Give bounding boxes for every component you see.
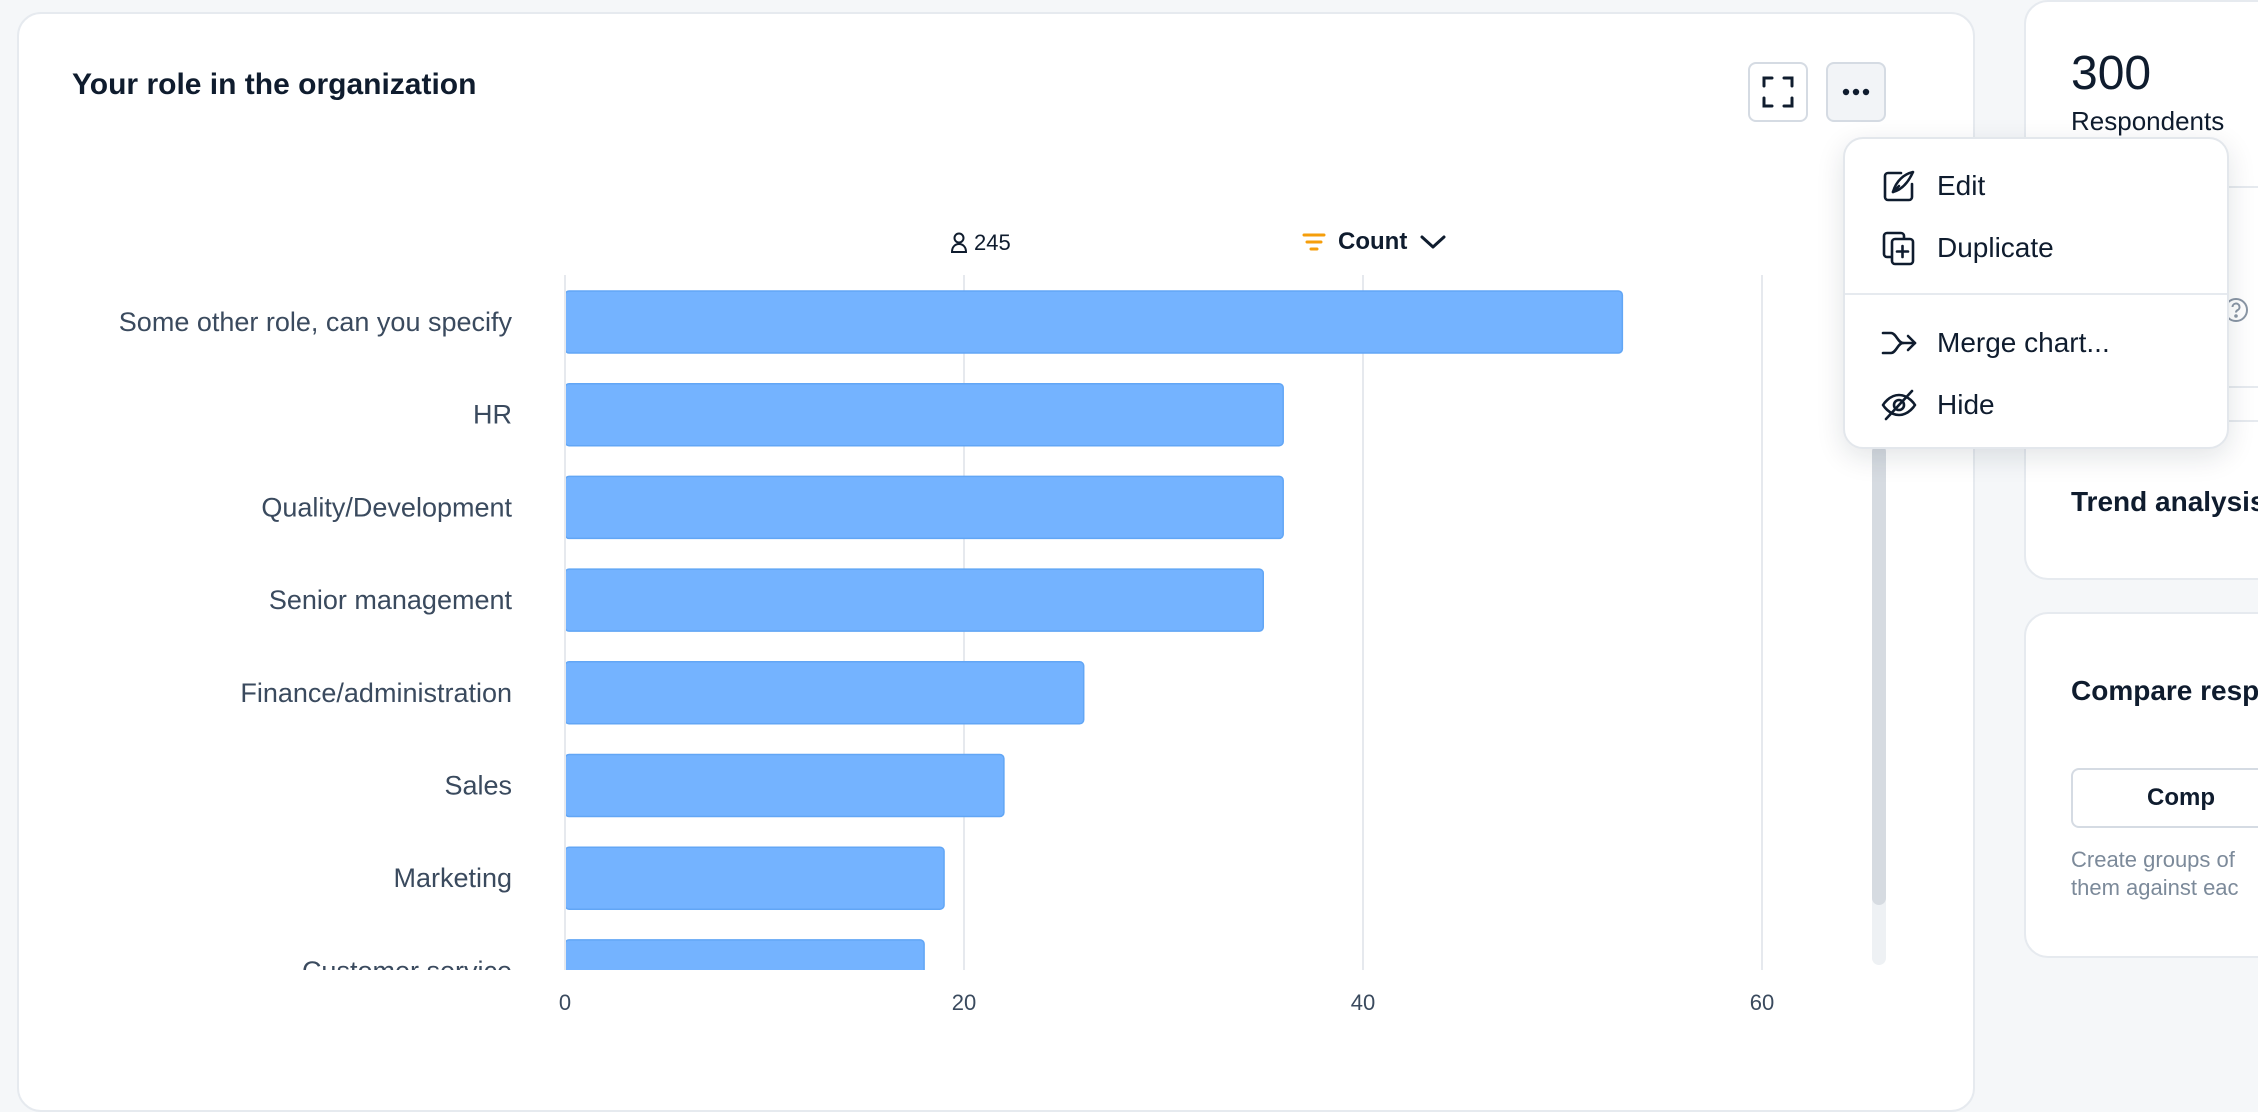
compare-description: Create groups of them against eac xyxy=(2071,846,2239,902)
divider xyxy=(2220,386,2258,388)
menu-item-hide[interactable]: Hide xyxy=(1845,376,2227,434)
bar-chart-svg: 0 20 40 60 Some other role, can you specify H… xyxy=(119,275,1774,1015)
compare-description-line: them against eac xyxy=(2071,875,2239,900)
bar[interactable] xyxy=(564,753,1005,818)
menu-item-merge-chart[interactable]: Merge chart... xyxy=(1845,314,2227,372)
category-label: Customer service xyxy=(302,956,512,986)
chevron-down-icon xyxy=(1420,235,1446,249)
compare-title: Compare respo xyxy=(2071,675,2258,706)
chart-card xyxy=(17,12,1975,1112)
bar[interactable] xyxy=(564,846,945,910)
pen-icon xyxy=(1883,170,1915,202)
chart-title: Your role in the organization xyxy=(72,68,477,101)
respondent-count: 245 xyxy=(950,230,1011,256)
menu-item-label: Hide xyxy=(1937,389,1995,420)
compare-button[interactable]: Comp xyxy=(2071,768,2258,828)
chart-scrollbar-thumb[interactable] xyxy=(1872,445,1886,905)
bar[interactable] xyxy=(564,382,1284,447)
menu-item-label: Duplicate xyxy=(1937,232,2054,263)
person-icon xyxy=(950,232,968,253)
sort-dropdown[interactable]: Count xyxy=(1302,228,1447,256)
divider xyxy=(2220,186,2258,188)
bar[interactable] xyxy=(564,475,1284,540)
menu-item-label: Edit xyxy=(1937,170,1986,201)
duplicate-icon xyxy=(1882,231,1915,266)
fullscreen-icon xyxy=(1762,76,1794,108)
menu-item-edit[interactable]: Edit xyxy=(1845,157,2227,215)
sort-label: Count xyxy=(1338,228,1408,255)
category-label: HR xyxy=(473,400,512,430)
respondent-count-value: 245 xyxy=(974,230,1011,255)
compare-description-line: Create groups of xyxy=(2071,847,2235,872)
respondents-label: Respondents xyxy=(2071,106,2225,136)
bar-chart: 0 20 40 60 Some other role, can you specify H… xyxy=(119,275,1774,1015)
chart-scrollbar[interactable] xyxy=(1872,445,1886,965)
menu-item-duplicate[interactable]: Duplicate xyxy=(1845,219,2227,277)
x-tick-label: 40 xyxy=(1351,990,1375,1015)
x-tick-label: 20 xyxy=(952,990,976,1015)
bar[interactable] xyxy=(564,661,1085,725)
divider xyxy=(2220,420,2258,422)
bars-group: Some other role, can you specify HR Qualit… xyxy=(119,290,1624,1002)
category-label: Some other role, can you specify xyxy=(119,307,513,337)
category-label: Marketing xyxy=(393,863,512,893)
menu-item-label: Merge chart... xyxy=(1937,327,2110,358)
category-label: Sales xyxy=(444,771,512,801)
more-options-button[interactable] xyxy=(1826,62,1886,122)
trend-analysis-title: Trend analysis xyxy=(2071,486,2258,517)
bar[interactable] xyxy=(564,939,925,1002)
chart-options-menu: Edit Duplicate Merge chart... Hide xyxy=(1843,137,2229,449)
bar[interactable] xyxy=(564,290,1624,354)
x-tick-label: 0 xyxy=(559,990,571,1015)
filter-lines-icon xyxy=(1302,233,1326,251)
eye-off-icon xyxy=(1881,389,1917,421)
merge-arrow-icon xyxy=(1881,331,1917,355)
category-label: Finance/administration xyxy=(240,678,512,708)
bar[interactable] xyxy=(564,568,1264,632)
more-horizontal-icon xyxy=(1842,88,1870,96)
x-tick-label: 60 xyxy=(1750,990,1774,1015)
fullscreen-button[interactable] xyxy=(1748,62,1808,122)
respondents-total: 300 xyxy=(2071,47,2152,100)
category-label: Quality/Development xyxy=(261,492,512,522)
menu-divider xyxy=(1845,293,2227,295)
category-label: Senior management xyxy=(269,585,513,615)
